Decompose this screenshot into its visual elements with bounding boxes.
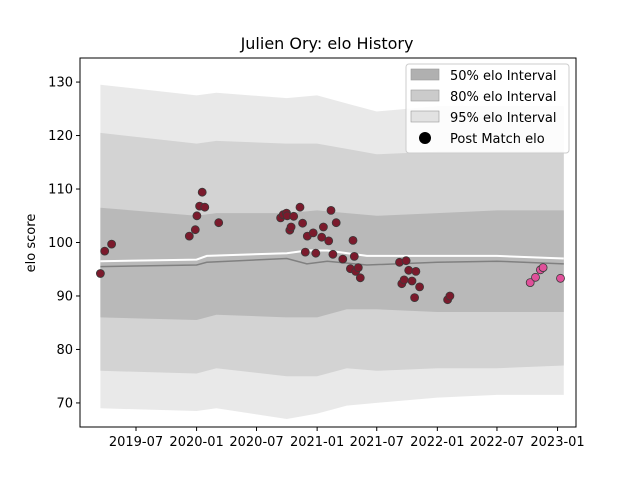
legend-label: 50% elo Interval	[450, 69, 557, 84]
legend: 50% elo Interval 80% elo Interval 95% elo …	[405, 63, 570, 154]
x-tick-label: 2022-07	[470, 435, 524, 450]
y-tick-label: 100	[48, 236, 73, 251]
data-point	[331, 218, 341, 228]
y-tick-label: 70	[56, 396, 73, 411]
y-tick-label: 120	[48, 129, 73, 144]
data-point	[289, 211, 299, 221]
data-point	[197, 187, 207, 197]
data-point	[326, 205, 336, 215]
data-point	[538, 263, 548, 273]
x-tick-label: 2020-01	[169, 435, 223, 450]
post-match-points	[96, 187, 565, 305]
data-point	[415, 282, 425, 292]
x-tick-label: 2021-01	[290, 435, 344, 450]
data-point	[311, 248, 321, 258]
data-point	[407, 276, 417, 286]
chart-title: Julien Ory: elo History	[240, 34, 414, 53]
legend-box	[405, 63, 570, 154]
plot-area	[79, 57, 577, 428]
y-tick-label: 90	[56, 289, 73, 304]
data-point	[317, 232, 327, 242]
data-point	[445, 291, 455, 301]
legend-label: Post Match elo	[450, 132, 545, 147]
x-tick-label: 2021-07	[350, 435, 404, 450]
x-tick-label: 2022-01	[410, 435, 464, 450]
x-axis: 2019-07 2020-01 2020-07 2021-01 2021-07 2022-…	[109, 427, 585, 450]
band-50-interval	[100, 207, 564, 320]
y-tick-label: 130	[48, 76, 73, 91]
data-point	[410, 293, 420, 303]
data-point	[318, 222, 328, 232]
data-point	[401, 256, 411, 266]
data-point	[353, 263, 363, 273]
data-point	[399, 275, 409, 285]
data-point	[324, 236, 334, 246]
legend-swatch	[410, 68, 440, 81]
data-point	[355, 273, 365, 283]
data-point	[348, 235, 358, 245]
x-tick-label: 2019-07	[109, 435, 163, 450]
data-point	[328, 249, 338, 259]
data-point	[96, 269, 105, 278]
data-point	[200, 202, 210, 212]
legend-label: 80% elo Interval	[450, 90, 557, 105]
legend-label: 95% elo Interval	[450, 111, 557, 126]
y-tick-label: 110	[48, 183, 73, 198]
data-point	[190, 225, 200, 235]
data-point	[192, 211, 202, 221]
data-point	[525, 278, 535, 288]
x-tick-label: 2020-07	[229, 435, 283, 450]
data-point	[107, 239, 116, 249]
data-point	[411, 266, 421, 276]
x-tick-label: 2023-01	[530, 435, 584, 450]
data-point	[338, 254, 348, 264]
data-point	[349, 251, 359, 261]
y-tick-label: 80	[56, 343, 73, 358]
data-point	[214, 218, 224, 228]
legend-swatch	[410, 110, 440, 123]
legend-swatch	[410, 89, 440, 102]
data-point	[404, 265, 414, 275]
data-point	[100, 246, 110, 256]
data-point	[295, 202, 305, 212]
legend-marker	[419, 132, 431, 144]
data-point	[300, 247, 310, 257]
median-elo-line	[100, 257, 564, 268]
y-axis-label: elo score	[24, 214, 39, 273]
data-point	[556, 273, 565, 283]
y-axis: 70 80 90 100 110 120 130	[48, 76, 80, 411]
data-point	[286, 222, 296, 232]
data-point	[531, 272, 540, 282]
data-point	[298, 218, 308, 228]
data-point	[184, 231, 194, 241]
data-point	[308, 228, 318, 238]
